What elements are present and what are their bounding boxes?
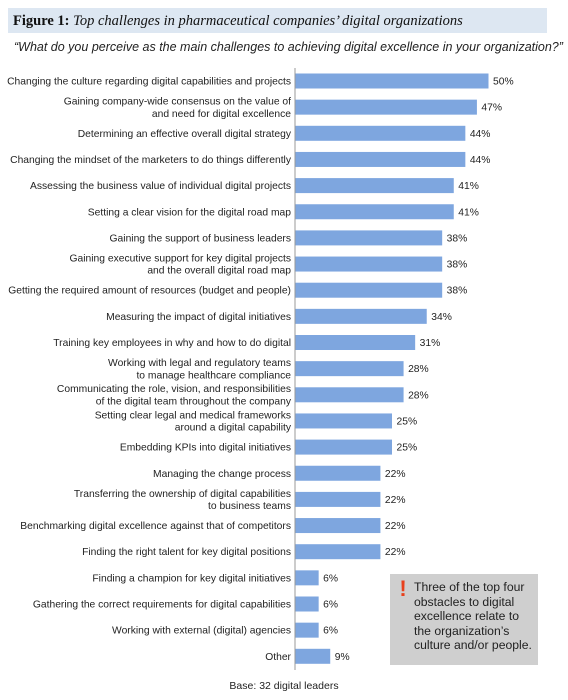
category-label: Transferring the ownership of digital ca…: [74, 489, 291, 512]
bar: [295, 439, 392, 455]
data-label: 22%: [385, 495, 406, 506]
category-label: Embedding KPIs into digital initiatives: [120, 443, 291, 454]
data-label: 6%: [323, 600, 338, 611]
category-label: Determining an effective overall digital…: [78, 129, 292, 140]
bar: [295, 570, 319, 586]
data-label: 34%: [431, 312, 452, 323]
category-label: Working with external (digital) agencies: [112, 626, 291, 637]
data-label: 41%: [458, 181, 479, 192]
figure-header: Figure 1: Top challenges in pharmaceutic…: [8, 8, 547, 33]
category-label: Gaining executive support for key digita…: [70, 253, 292, 276]
category-label: Gaining company-wide consensus on the va…: [64, 97, 292, 120]
category-label: Communicating the role, vision, and resp…: [57, 384, 292, 407]
category-label: Changing the culture regarding digital c…: [7, 77, 291, 88]
data-label: 22%: [385, 521, 406, 532]
bar: [295, 596, 319, 612]
base-note: Base: 32 digital leaders: [229, 680, 339, 692]
bar: [295, 518, 381, 534]
category-label: Measuring the impact of digital initiati…: [106, 312, 291, 323]
category-label: Finding the right talent for key digital…: [82, 547, 291, 558]
bar: [295, 73, 489, 89]
category-label: Changing the mindset of the marketers to…: [10, 155, 292, 166]
bar: [295, 308, 427, 324]
bar: [295, 99, 477, 115]
data-label: 44%: [470, 129, 491, 140]
data-label: 38%: [447, 286, 468, 297]
category-label: Assessing the business value of individu…: [30, 181, 291, 192]
category-label: Managing the change process: [153, 469, 291, 480]
data-label: 50%: [493, 77, 514, 88]
exclamation-icon: !: [399, 576, 407, 601]
bar: [295, 125, 466, 141]
category-label: Other: [265, 652, 291, 663]
bar: [295, 151, 466, 167]
bar: [295, 387, 404, 403]
bar: [295, 648, 331, 664]
category-label: Training key employees in why and how to…: [53, 338, 291, 349]
bar: [295, 282, 443, 298]
data-label: 44%: [470, 155, 491, 166]
bar: [295, 178, 454, 194]
bar: [295, 413, 392, 429]
bar: [295, 256, 443, 272]
bar: [295, 544, 381, 560]
bar: [295, 204, 454, 220]
data-label: 31%: [420, 338, 441, 349]
category-label: Getting the required amount of resources…: [8, 286, 291, 297]
data-label: 28%: [408, 364, 429, 375]
bar: [295, 622, 319, 638]
figure-title: Top challenges in pharmaceutical compani…: [73, 13, 463, 29]
data-label: 38%: [447, 233, 468, 244]
bar: [295, 361, 404, 377]
data-label: 6%: [323, 626, 338, 637]
data-label: 28%: [408, 390, 429, 401]
data-label: 47%: [481, 103, 502, 114]
category-label: Benchmarking digital excellence against …: [20, 521, 291, 532]
data-label: 25%: [397, 443, 418, 454]
data-label: 22%: [385, 469, 406, 480]
survey-question: “What do you perceive as the main challe…: [14, 40, 563, 54]
figure-label: Figure 1:: [13, 13, 70, 29]
category-label: Gathering the correct requirements for d…: [33, 600, 291, 611]
callout-note: ! Three of the top four obstacles to dig…: [390, 574, 538, 665]
bar: [295, 465, 381, 481]
data-label: 25%: [397, 416, 418, 427]
category-label: Gaining the support of business leaders: [110, 233, 291, 244]
data-label: 22%: [385, 547, 406, 558]
data-label: 41%: [458, 207, 479, 218]
category-label: Finding a champion for key digital initi…: [92, 573, 291, 584]
category-label: Setting a clear vision for the digital r…: [88, 207, 291, 218]
bar: [295, 491, 381, 507]
callout-text: Three of the top four obstacles to digit…: [414, 580, 532, 652]
data-label: 9%: [335, 652, 350, 663]
bar: [295, 335, 416, 350]
category-label: Setting clear legal and medical framewor…: [95, 410, 292, 433]
data-label: 6%: [323, 573, 338, 584]
data-label: 38%: [447, 260, 468, 271]
bar: [295, 230, 443, 246]
category-label: Working with legal and regulatory teams t…: [108, 358, 291, 381]
